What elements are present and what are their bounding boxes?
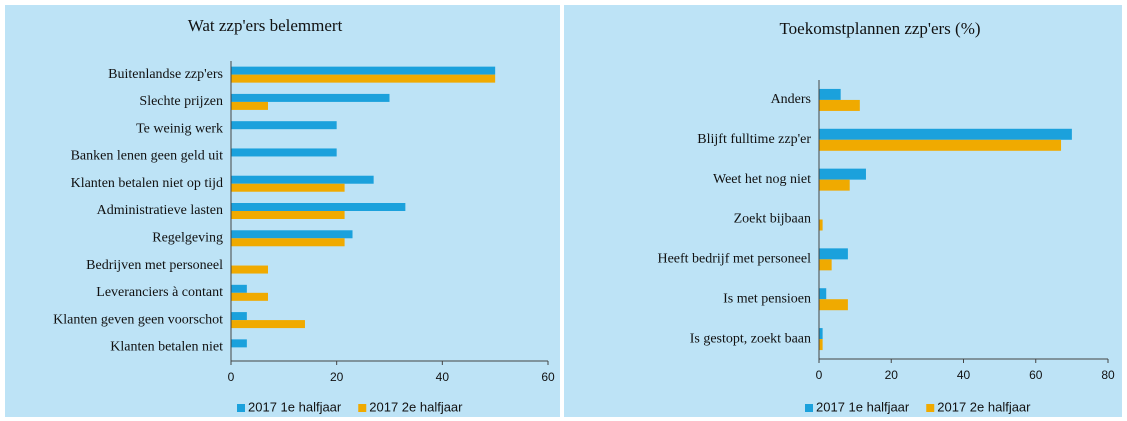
bar [819, 248, 848, 260]
legend-swatch [358, 404, 367, 412]
x-tick-label: 80 [1101, 368, 1115, 382]
bar [819, 99, 860, 111]
legend-swatch [237, 404, 245, 412]
bar [231, 203, 406, 211]
legend-label: 2017 1e halfjaar [248, 399, 342, 414]
legend-label: 2017 1e halfjaar [816, 399, 910, 414]
bar [231, 265, 268, 274]
legend-label: 2017 2e halfjaar [937, 399, 1031, 414]
legend-label: 2017 2e halfjaar [369, 399, 463, 414]
y-tick-label: Klanten betalen niet op tijd [71, 176, 223, 191]
bar [819, 299, 848, 311]
bar [231, 211, 345, 219]
bar [819, 88, 841, 100]
x-tick-label: 40 [436, 370, 450, 384]
y-tick-label: Leveranciers à contant [96, 285, 223, 300]
bar [819, 179, 850, 191]
y-tick-label: Regelgeving [152, 230, 223, 245]
y-tick-label: Weet het nog niet [713, 172, 811, 187]
y-tick-label: Slechte prijzen [139, 94, 223, 109]
y-tick-label: Banken lenen geen geld uit [71, 149, 224, 164]
bar [231, 284, 247, 293]
chart-title: Toekomstplannen zzp'ers (%) [779, 19, 980, 38]
x-tick-label: 0 [228, 370, 235, 384]
bar [819, 168, 866, 180]
bar [231, 175, 374, 184]
x-tick-label: 20 [330, 370, 344, 384]
y-tick-label: Zoekt bijbaan [734, 212, 811, 227]
y-tick-label: Anders [771, 92, 811, 107]
bar [231, 312, 247, 321]
y-tick-label: Te weinig werk [136, 121, 223, 136]
bar [819, 328, 823, 340]
y-tick-label: Klanten betalen niet [110, 340, 223, 355]
bar [231, 66, 496, 75]
bar [231, 148, 337, 157]
x-tick-label: 0 [816, 368, 823, 382]
bar [231, 230, 353, 239]
y-tick-label: Heeft bedrijf met personeel [657, 252, 811, 267]
chart-title: Wat zzp'ers belemmert [188, 16, 343, 35]
bar [819, 219, 823, 231]
y-tick-label: Is met pensioen [723, 291, 811, 306]
legend-swatch [926, 404, 935, 412]
y-tick-label: Administratieve lasten [97, 203, 223, 218]
legend-swatch [805, 404, 813, 412]
x-tick-label: 40 [957, 368, 971, 382]
x-tick-label: 60 [541, 370, 555, 384]
bar [231, 339, 247, 348]
bar [231, 238, 345, 247]
bar [231, 74, 496, 83]
y-tick-label: Buitenlandse zzp'ers [108, 67, 223, 82]
y-tick-label: Blijft fulltime zzp'er [697, 132, 811, 147]
bar [819, 288, 827, 300]
bar [231, 121, 337, 130]
panel-right [564, 5, 1122, 417]
y-tick-label: Bedrijven met personeel [86, 258, 223, 273]
y-tick-label: Klanten geven geen voorschot [53, 312, 223, 327]
bar [819, 339, 823, 351]
bar [231, 320, 305, 329]
bar [819, 259, 832, 271]
y-tick-label: Is gestopt, zoekt baan [690, 331, 811, 346]
x-tick-label: 20 [885, 368, 899, 382]
bar [231, 292, 268, 301]
x-tick-label: 60 [1029, 368, 1043, 382]
bar [819, 128, 1072, 140]
bar [231, 93, 390, 102]
bar [231, 101, 268, 110]
bar [819, 139, 1062, 151]
bar [231, 183, 345, 192]
